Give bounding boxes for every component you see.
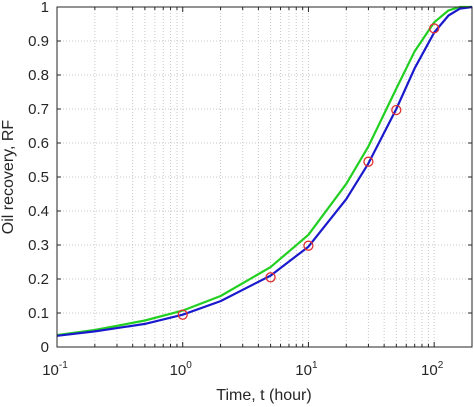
x-tick-base: 10 — [170, 362, 187, 379]
data-marker — [391, 104, 402, 116]
series-layer — [56, 5, 473, 337]
y-tick-label: 0.3 — [28, 237, 49, 254]
y-tick-label: 0.7 — [28, 101, 49, 118]
data-marker — [303, 240, 314, 251]
x-tick-label: 102 — [421, 360, 444, 379]
series-line-1 — [56, 5, 473, 337]
x-tick-exponent: 2 — [438, 360, 444, 371]
axes — [56, 6, 473, 348]
y-tick-label: 0.2 — [28, 271, 49, 288]
data-marker — [363, 156, 374, 167]
y-tick-label: 0.5 — [28, 169, 49, 186]
y-tick-label: 0.4 — [28, 203, 49, 220]
x-tick-base: 10 — [295, 362, 312, 379]
x-tick-exponent: -1 — [59, 360, 68, 371]
data-marker — [177, 309, 188, 320]
x-tick-base: 10 — [421, 362, 438, 379]
x-tick-label: 101 — [295, 360, 318, 379]
y-tick-label: 0.9 — [28, 33, 49, 50]
y-tick-label: 0.8 — [28, 67, 49, 84]
data-marker — [265, 272, 276, 283]
x-tick-exponent: 1 — [312, 360, 318, 371]
x-tick-label: 100 — [170, 360, 193, 379]
x-tick-base: 10 — [42, 362, 59, 379]
y-tick-label: 1 — [41, 0, 49, 16]
y-axis-title: Oil recovery, RF — [0, 120, 17, 235]
x-tick-exponent: 0 — [186, 360, 192, 371]
x-axis-title: Time, t (hour) — [216, 387, 311, 404]
x-tick-label: 10-1 — [42, 360, 68, 379]
series-line-0 — [56, 5, 472, 337]
y-tick-label: 0 — [41, 339, 49, 356]
y-tick-label: 0.1 — [28, 305, 49, 322]
y-tick-label: 0.6 — [28, 135, 49, 152]
data-marker — [429, 23, 440, 34]
